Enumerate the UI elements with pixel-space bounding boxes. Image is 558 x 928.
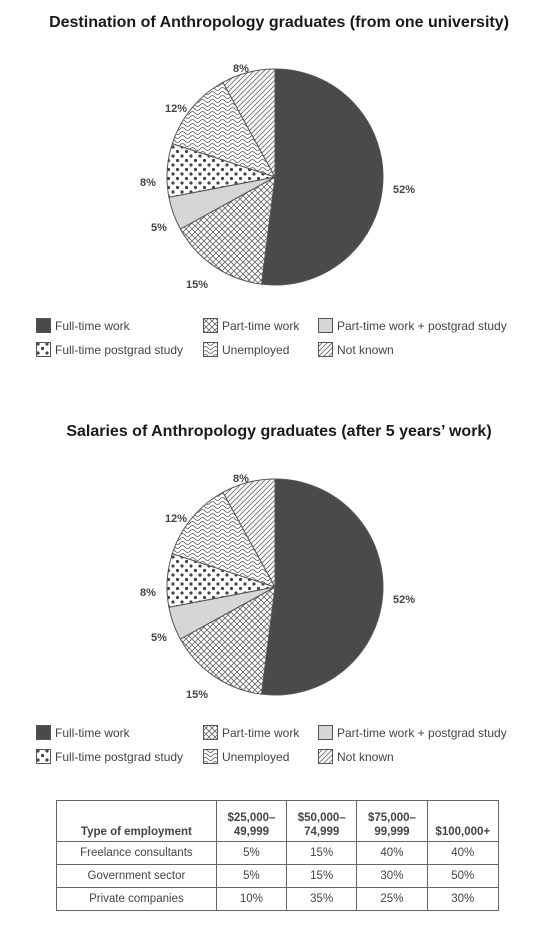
chart1-title: Destination of Anthropology graduates (f… (49, 14, 509, 31)
legend-label: Not known (337, 342, 394, 357)
legend-item: Part-time work (203, 318, 299, 333)
legend-swatch (36, 749, 51, 764)
pie-data-label: 12% (165, 103, 187, 115)
legend-swatch (203, 342, 218, 357)
table-row: Private companies 10% 35% 25% 30% (56, 887, 500, 911)
legend-swatch (36, 342, 51, 357)
column-header-type: Type of employment (56, 800, 217, 842)
pie-slice-full-time-work (260, 478, 384, 696)
table-cell: 30% (356, 864, 428, 888)
legend-label: Part-time work (222, 318, 300, 333)
pie-data-label: 5% (151, 632, 167, 644)
legend-label: Full-time work (55, 725, 130, 740)
pie-slice-not-known (222, 68, 276, 178)
table-cell: Freelance consultants (56, 841, 217, 865)
legend-swatch (203, 749, 218, 764)
legend-label: Full-time postgrad study (55, 342, 184, 357)
chart2-title: Salaries of Anthropology graduates (afte… (66, 423, 492, 440)
legend-label: Part-time work + postgrad study (337, 725, 507, 740)
table-header-row: Type of employment $25,000– 49,999 $50,000–… (56, 800, 500, 842)
pie-data-label: 8% (233, 473, 249, 485)
legend-label: Full-time postgrad study (55, 749, 184, 764)
table-cell: 15% (286, 841, 358, 865)
legend-swatch (318, 725, 333, 740)
pie-data-label: 8% (140, 587, 156, 599)
legend-swatch (318, 749, 333, 764)
column-header-salary: $25,000– 49,999 (215, 800, 288, 842)
table-cell: 15% (286, 864, 358, 888)
table-cell: Government sector (56, 864, 217, 888)
legend-swatch (36, 725, 51, 740)
legend-item: Full-time postgrad study (36, 342, 183, 357)
legend-label: Unemployed (222, 749, 290, 764)
salary-table: Type of employment $25,000– 49,999 $50,000–… (56, 800, 500, 911)
pie-slice-unemployed (171, 491, 277, 588)
legend-item: Full-time work (36, 725, 130, 740)
legend-item: Full-time postgrad study (36, 749, 183, 764)
pie-data-label: 52% (393, 594, 415, 606)
pie-data-label: 12% (165, 513, 187, 525)
legend-item: Unemployed (203, 749, 289, 764)
legend-label: Not known (337, 749, 394, 764)
legend-item: Full-time work (36, 318, 130, 333)
legend-item: Not known (318, 749, 394, 764)
table-row: Government sector 5% 15% 30% 50% (56, 864, 500, 888)
column-header-salary: $50,000– 74,999 (286, 800, 358, 842)
legend-label: Full-time work (55, 318, 130, 333)
legend-item: Not known (318, 342, 394, 357)
table-cell: 25% (356, 887, 428, 911)
legend-item: Part-time work + postgrad study (318, 318, 507, 333)
legend-swatch (203, 725, 218, 740)
legend-item: Part-time work (203, 725, 299, 740)
pie-slice-unemployed (171, 81, 277, 178)
pie-slice-not-known (222, 478, 276, 588)
pie-chart-salaries: 52% 15% 5% 8% 12% 8% (140, 473, 415, 701)
legend-swatch (36, 318, 51, 333)
pie-data-label: 5% (151, 222, 167, 234)
table-cell: 40% (426, 841, 500, 865)
table-cell: 10% (215, 887, 288, 911)
table-body: Freelance consultants 5% 15% 40% 40% Governme… (56, 841, 500, 911)
table-cell: 40% (356, 841, 428, 865)
pie-chart-destination: 52% 15% 5% 8% 12% 8% (140, 63, 415, 291)
legend-item: Unemployed (203, 342, 289, 357)
table-cell: 5% (215, 841, 288, 865)
legend-label: Part-time work (222, 725, 300, 740)
legend-swatch (318, 318, 333, 333)
legend-label: Part-time work + postgrad study (337, 318, 507, 333)
pie-data-label: 15% (186, 689, 208, 701)
table-cell: 5% (215, 864, 288, 888)
legend-swatch (203, 318, 218, 333)
table-cell: 30% (426, 887, 500, 911)
legend-swatch (318, 342, 333, 357)
table-cell: Private companies (56, 887, 217, 911)
pie-data-label: 8% (140, 177, 156, 189)
table-row: Freelance consultants 5% 15% 40% 40% (56, 841, 500, 865)
legend-label: Unemployed (222, 342, 290, 357)
pie-data-label: 52% (393, 184, 415, 196)
table-cell: 50% (426, 864, 500, 888)
pie-data-label: 8% (233, 63, 249, 75)
table-cell: 35% (286, 887, 358, 911)
pie-slice-full-time-work (260, 68, 384, 286)
column-header-salary: $100,000+ (426, 800, 500, 842)
pie-slice-part-time-work (179, 176, 276, 285)
legend-item: Part-time work + postgrad study (318, 725, 507, 740)
pie-slice-part-time-work (179, 586, 276, 695)
column-header-salary: $75,000– 99,999 (356, 800, 428, 842)
pie-data-label: 15% (186, 279, 208, 291)
